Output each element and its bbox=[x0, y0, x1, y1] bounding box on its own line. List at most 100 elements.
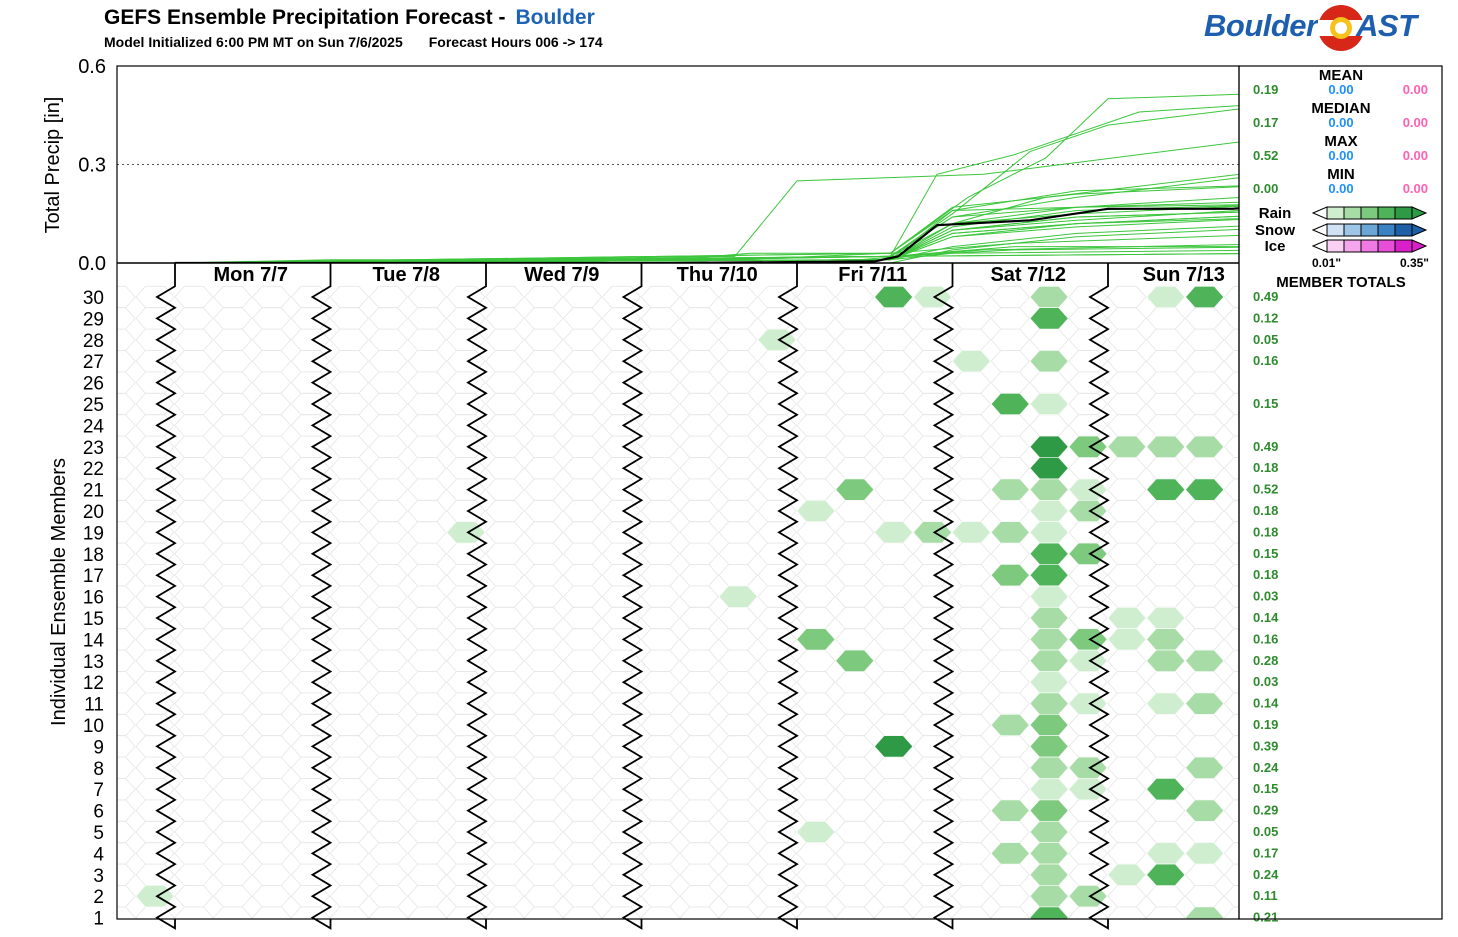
grid-hex-outline bbox=[951, 863, 991, 886]
grid-hex-outline bbox=[640, 499, 680, 523]
grid-hex-outline bbox=[1146, 799, 1186, 822]
grid-hex-outline bbox=[213, 521, 253, 544]
member-total-value: 0.18 bbox=[1253, 460, 1278, 475]
grid-hex-outline bbox=[368, 799, 408, 822]
logo-text-left: Boulder bbox=[1204, 8, 1318, 43]
grid-hex-outline bbox=[1380, 607, 1418, 628]
grid-hex-outline bbox=[1185, 328, 1225, 351]
member-total-value: 0.52 bbox=[1253, 482, 1278, 497]
grid-hex-outline bbox=[329, 799, 369, 822]
precip-hex-cell bbox=[990, 521, 1030, 544]
grid-hex-outline bbox=[835, 842, 875, 865]
grid-hex-outline bbox=[174, 350, 214, 373]
grid-hex-outline bbox=[174, 371, 214, 394]
grid-hex-outline bbox=[679, 499, 719, 523]
grid-hex-outline bbox=[213, 285, 253, 309]
grid-hex-outline bbox=[874, 307, 914, 330]
stat-rain-value: 0.52 bbox=[1253, 148, 1278, 163]
grid-hex-outline bbox=[524, 692, 564, 715]
grid-hex-outline bbox=[174, 842, 214, 865]
grid-hex-outline bbox=[485, 392, 525, 416]
precip-hex-cell bbox=[1029, 821, 1069, 843]
grid-hex-outline bbox=[1380, 543, 1418, 564]
member-total-value: 0.19 bbox=[1253, 717, 1278, 732]
grid-hex-outline bbox=[1146, 564, 1186, 587]
precip-hex-cell bbox=[990, 478, 1030, 501]
grid-hex-outline bbox=[485, 585, 525, 608]
stat-ice-value: 0.00 bbox=[1403, 115, 1428, 130]
grid-hex-outline bbox=[174, 735, 214, 758]
grid-hex-outline bbox=[990, 649, 1030, 672]
grid-hex-outline bbox=[1107, 778, 1147, 801]
grid-hex-outline bbox=[1185, 628, 1225, 651]
grid-hex-outline bbox=[1302, 565, 1340, 586]
grid-hex-outline bbox=[563, 542, 603, 565]
grid-hex-outline bbox=[718, 713, 758, 737]
day-label: Sun 7/13 bbox=[1143, 264, 1225, 286]
grid-hex-outline bbox=[951, 842, 991, 865]
colorbar-high-arrow bbox=[1411, 223, 1428, 237]
grid-hex-outline bbox=[679, 521, 719, 544]
grid-hex-outline bbox=[990, 350, 1030, 373]
grid-hex-outline bbox=[329, 735, 369, 758]
side-panel-border bbox=[1238, 65, 1443, 920]
grid-hex-outline bbox=[679, 478, 719, 501]
grid-hex-outline bbox=[524, 671, 564, 694]
grid-hex-outline bbox=[252, 799, 292, 822]
member-label: 11 bbox=[84, 695, 104, 716]
grid-hex-outline bbox=[252, 414, 292, 437]
grid-hex-outline bbox=[835, 585, 875, 608]
grid-hex-outline bbox=[329, 778, 369, 801]
grid-hex-outline bbox=[213, 478, 253, 501]
grid-hex-outline bbox=[796, 585, 836, 608]
grid-hex-outline bbox=[1302, 843, 1340, 864]
member-label: 18 bbox=[83, 545, 104, 566]
grid-hex-outline bbox=[1341, 843, 1379, 864]
grid-hex-outline bbox=[213, 307, 253, 330]
grid-hex-outline bbox=[1341, 886, 1379, 907]
grid-hex-outline bbox=[835, 906, 875, 919]
precip-hex-cell bbox=[1029, 286, 1069, 308]
precip-hex-cell bbox=[1146, 286, 1186, 308]
grid-hex-outline bbox=[835, 457, 875, 480]
grid-hex-outline bbox=[117, 863, 136, 886]
grid-hex-outline bbox=[1302, 907, 1340, 928]
precip-hex-cell bbox=[835, 478, 875, 501]
grid-hex-outline bbox=[1185, 499, 1225, 523]
day-separator-7 bbox=[1088, 263, 1110, 930]
grid-hex-outline bbox=[874, 350, 914, 373]
grid-hex-outline bbox=[407, 307, 447, 330]
grid-hex-outline bbox=[117, 564, 136, 587]
grid-hex-outline bbox=[329, 392, 369, 416]
grid-hex-outline bbox=[368, 649, 408, 672]
day-separator-3 bbox=[466, 263, 488, 930]
grid-hex-outline bbox=[718, 350, 758, 373]
y-axis-label: Total Precip [in] bbox=[42, 97, 64, 234]
grid-hex-outline bbox=[252, 671, 292, 694]
grid-hex-outline bbox=[990, 307, 1030, 330]
member-line-1 bbox=[174, 93, 1239, 263]
grid-hex-outline bbox=[117, 478, 136, 501]
grid-hex-outline bbox=[485, 328, 525, 351]
grid-hex-outline bbox=[718, 799, 758, 822]
day-separator-6 bbox=[932, 263, 955, 930]
grid-hex-outline bbox=[718, 457, 758, 480]
grid-hex-outline bbox=[1107, 820, 1147, 844]
precip-hex-cell bbox=[990, 393, 1030, 415]
grid-hex-outline bbox=[485, 307, 525, 330]
grid-hex-outline bbox=[1380, 393, 1418, 414]
grid-hex-outline bbox=[835, 285, 875, 309]
grid-hex-outline bbox=[174, 499, 214, 523]
day-separator-1 bbox=[155, 263, 177, 930]
grid-hex-outline bbox=[718, 478, 758, 501]
grid-hex-outline bbox=[407, 842, 447, 865]
grid-hex-outline bbox=[1107, 328, 1147, 351]
grid-hex-outline bbox=[796, 521, 836, 544]
stat-rain-value: 0.17 bbox=[1253, 115, 1278, 130]
grid-hex-outline bbox=[290, 906, 331, 919]
grid-hex-outline bbox=[874, 435, 914, 458]
grid-hex-outline bbox=[485, 478, 525, 501]
grid-hex-outline bbox=[874, 820, 914, 844]
grid-hex-outline bbox=[835, 735, 875, 758]
member-total-value: 0.24 bbox=[1253, 867, 1279, 882]
